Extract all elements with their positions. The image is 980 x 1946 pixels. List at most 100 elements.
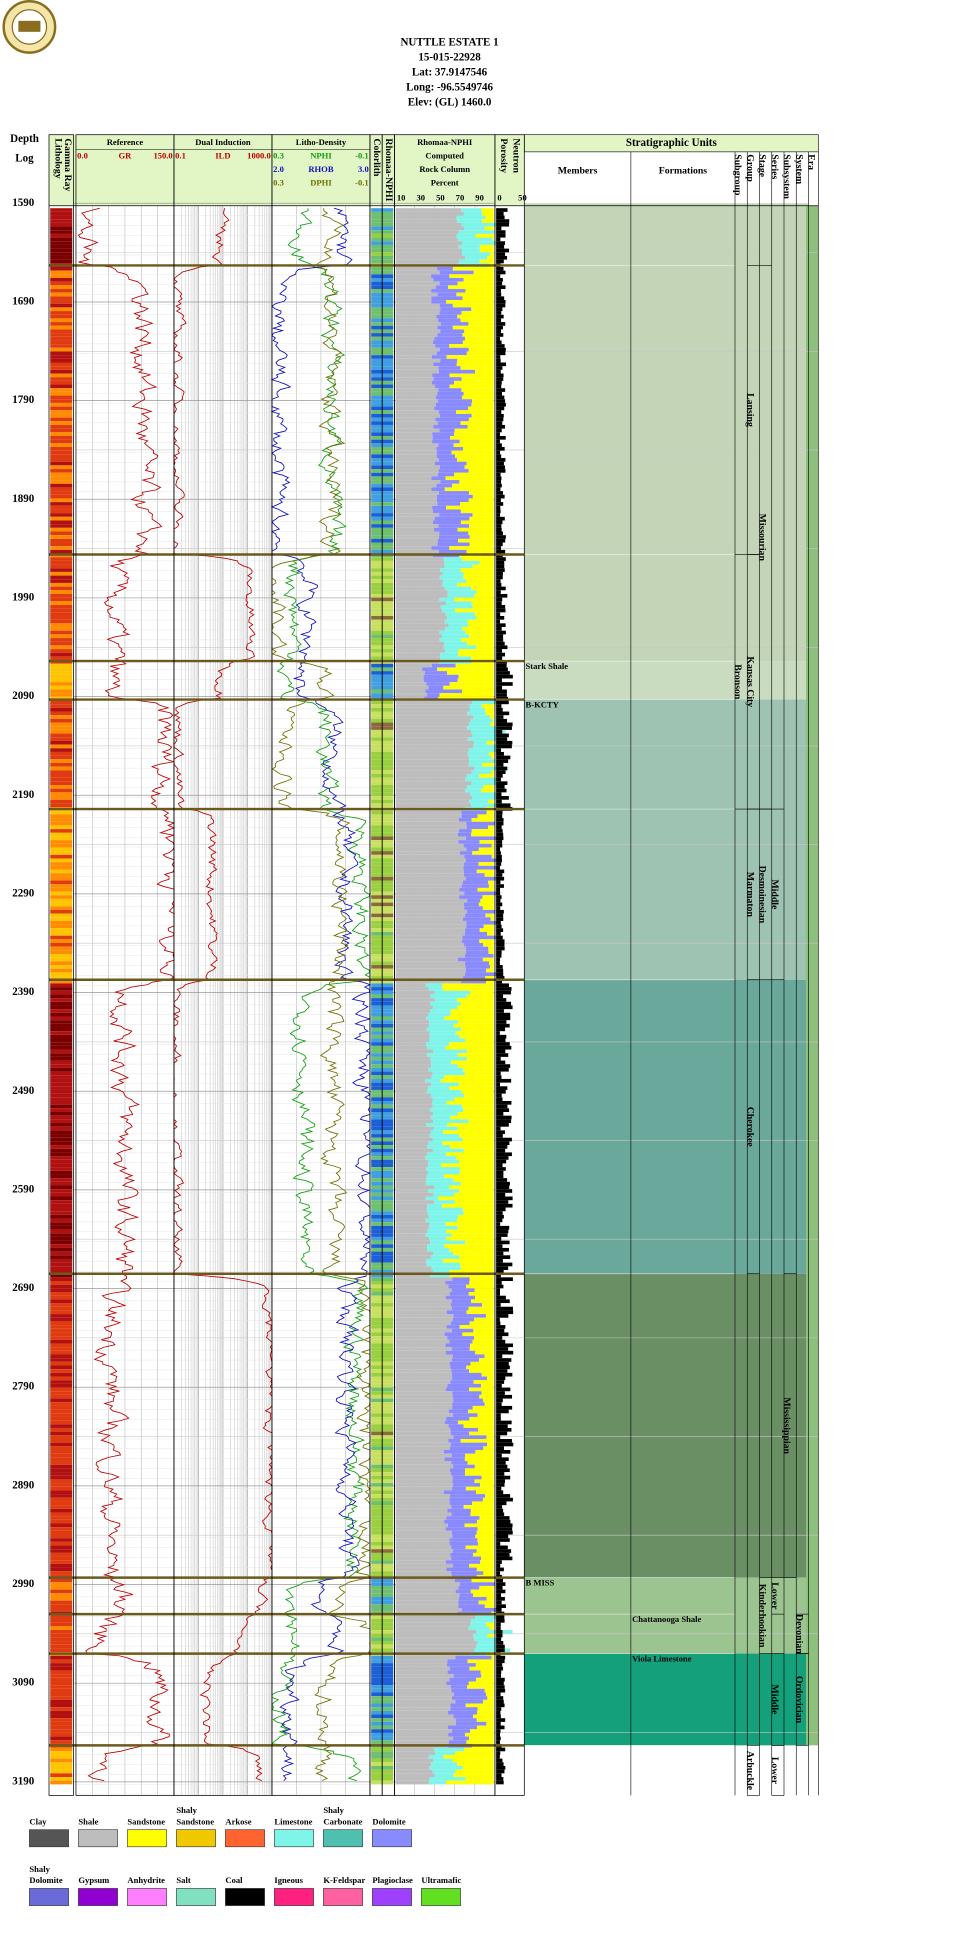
- rock-sand: [471, 829, 494, 833]
- rock-shale: [395, 1207, 427, 1212]
- rock-carb: [459, 895, 483, 899]
- lith-strip: [50, 406, 73, 411]
- neutron-fill: [496, 1685, 505, 1689]
- rock-carb: [432, 1137, 463, 1142]
- rock-shale: [395, 884, 462, 888]
- neutron-fill: [496, 682, 513, 686]
- rock-carb: [468, 762, 483, 767]
- rock-sand: [449, 546, 494, 550]
- neutron-fill: [496, 865, 500, 870]
- rock-carb: [466, 946, 489, 951]
- lith-strip: [50, 1115, 73, 1120]
- rock-carb: [447, 1383, 481, 1388]
- rock-carb: [446, 1310, 467, 1315]
- rock-sand: [467, 424, 494, 429]
- rock-carb: [441, 634, 470, 639]
- rock-shale: [395, 810, 462, 815]
- neutron-fill: [496, 1607, 502, 1612]
- rock-sand: [461, 1089, 494, 1094]
- rock-carb: [452, 1372, 482, 1377]
- rock-shale: [395, 847, 467, 852]
- neutron-fill: [496, 505, 501, 510]
- neutron-fill: [496, 851, 501, 855]
- neutron-fill: [496, 700, 509, 705]
- lith-strip: [50, 366, 73, 370]
- lith-strip: [50, 762, 73, 767]
- lith-strip: [50, 829, 73, 833]
- rock-carb: [461, 222, 497, 227]
- rock-sand: [446, 1100, 494, 1105]
- rock-shale: [395, 1688, 452, 1693]
- lith-strip: [50, 322, 73, 326]
- rock-shale: [395, 627, 446, 631]
- lith-strip: [50, 682, 73, 686]
- rock-sand: [449, 274, 494, 278]
- rock-shale: [395, 1622, 471, 1627]
- rock-sand: [487, 931, 494, 936]
- rock-carb: [465, 777, 501, 782]
- rock-carb: [431, 1064, 458, 1068]
- rock-sand: [444, 1244, 494, 1248]
- rock-carb: [464, 961, 490, 966]
- rock-shale: [395, 325, 438, 330]
- rock-shale: [395, 1758, 434, 1763]
- legend-label: Dolomite: [29, 1875, 62, 1885]
- rock-shale: [395, 1104, 433, 1109]
- lith-strip: [50, 1126, 73, 1131]
- lith-strip: [50, 1097, 73, 1101]
- lith-strip: [50, 1299, 73, 1304]
- rock-sand: [466, 1740, 494, 1744]
- rock-carb: [438, 399, 473, 403]
- rock-shale: [395, 1391, 453, 1395]
- lith-strip: [50, 781, 73, 786]
- neutron-fill: [496, 623, 506, 628]
- rock-sand: [448, 285, 494, 290]
- lith-strip: [50, 1148, 73, 1153]
- lith-strip: [50, 1321, 73, 1326]
- rock-sand: [463, 1505, 494, 1509]
- rock-sand: [462, 1765, 494, 1770]
- neutron-fill: [496, 920, 501, 925]
- rock-carb: [451, 1729, 470, 1733]
- lith-strip: [50, 219, 73, 223]
- rock-shale: [395, 704, 470, 708]
- lith-strip: [50, 582, 73, 587]
- neutron-fill: [496, 1736, 501, 1741]
- lith-strip: [50, 355, 73, 359]
- rock-carb: [438, 369, 475, 374]
- neutron-fill: [496, 1299, 510, 1304]
- strat-label: Devonian: [793, 1614, 804, 1654]
- lith-strip: [50, 1045, 73, 1050]
- lith-strip: [50, 208, 73, 212]
- rock-carb: [464, 862, 479, 866]
- rock-carb: [434, 461, 467, 466]
- neutron-fill: [496, 777, 501, 782]
- rock-shale: [395, 1729, 452, 1733]
- neutron-fill: [496, 972, 504, 977]
- legend-swatch: [29, 1888, 69, 1906]
- lith-strip: [50, 384, 73, 389]
- neutron-fill: [496, 226, 502, 231]
- rock-shale: [395, 1126, 434, 1131]
- rock-carb: [446, 1416, 470, 1421]
- rock-shale: [395, 281, 440, 286]
- neutron-fill: [496, 1016, 511, 1021]
- neutron-fill: [496, 1277, 513, 1282]
- neutron-fill: [496, 1681, 504, 1686]
- scale-max: 3.0: [358, 164, 369, 174]
- rock-shale: [395, 1457, 445, 1462]
- lith-strip: [50, 535, 73, 539]
- neutron-fill: [496, 1075, 502, 1079]
- legend-swatch: [176, 1829, 216, 1848]
- lith-strip: [50, 546, 73, 550]
- rock-shale: [395, 1137, 433, 1142]
- rock-carb: [438, 458, 458, 462]
- strat-col-header: Series: [769, 154, 780, 179]
- rock-sand: [445, 1045, 494, 1050]
- lith-strip: [50, 542, 73, 547]
- depth-label: 2690: [12, 1282, 35, 1294]
- lith-strip: [50, 641, 73, 646]
- neutron-fill: [496, 608, 506, 613]
- neutron-fill: [496, 1387, 511, 1392]
- neutron-fill: [496, 244, 505, 249]
